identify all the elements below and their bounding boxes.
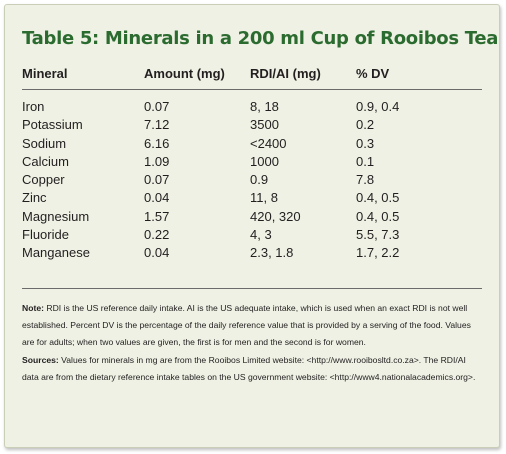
table-row: Calcium 1.09 1000 0.1 <box>22 153 482 171</box>
header-dv: % DV <box>356 63 482 90</box>
table-bottom-rule <box>22 288 482 289</box>
note-label: Note: <box>22 303 44 313</box>
cell-dv: 0.9, 0.4 <box>356 99 400 114</box>
cell-mineral: Copper <box>22 172 65 188</box>
cell-rdi: 4, 3 <box>250 227 272 243</box>
sources-label: Sources: <box>22 354 59 365</box>
cell-rdi: <2400 <box>250 135 287 151</box>
table-row: Potassium 7.12 3500 0.2 <box>22 116 482 134</box>
cell-mineral: Zinc <box>22 190 47 206</box>
cell-amount: 0.04 <box>144 245 170 261</box>
cell-mineral: Manganese <box>22 245 90 261</box>
table-row: Copper 0.07 0.9 7.8 <box>22 171 482 189</box>
cell-rdi: 8, 18 <box>250 99 279 114</box>
cell-mineral: Iron <box>22 99 45 114</box>
cell-dv: 5.5, 7.3 <box>356 227 400 243</box>
cell-mineral: Magnesium <box>22 208 90 224</box>
table-row: Fluoride 0.22 4, 3 5.5, 7.3 <box>22 226 482 244</box>
cell-dv: 0.4, 0.5 <box>356 190 400 206</box>
cell-mineral: Fluoride <box>22 227 69 243</box>
cell-dv: 7.8 <box>356 172 375 188</box>
cell-rdi: 3500 <box>250 117 279 133</box>
table-row: Sodium 6.16 <2400 0.3 <box>22 135 482 153</box>
cell-rdi: 1000 <box>250 153 279 169</box>
cell-rdi: 420, 320 <box>250 208 301 224</box>
cell-mineral: Sodium <box>22 135 67 151</box>
cell-amount: 0.22 <box>144 227 170 243</box>
table-row: Manganese 0.04 2.3, 1.8 1.7, 2.2 <box>22 244 482 272</box>
cell-dv: 1.7, 2.2 <box>356 245 400 261</box>
table-footnote: Note: RDI is the US reference daily inta… <box>22 300 484 386</box>
note-text: RDI is the US reference daily intake. AI… <box>22 303 471 348</box>
cell-amount: 1.09 <box>144 153 170 169</box>
table-row: Zinc 0.04 11, 8 0.4, 0.5 <box>22 189 482 207</box>
cell-rdi: 11, 8 <box>250 190 278 206</box>
table-panel: Table 5: Minerals in a 200 ml Cup of Roo… <box>4 4 500 448</box>
header-rdi: RDI/AI (mg) <box>250 63 356 90</box>
table-header-row: Mineral Amount (mg) RDI/AI (mg) % DV <box>22 63 482 90</box>
table-title: Table 5: Minerals in a 200 ml Cup of Roo… <box>22 28 499 49</box>
cell-rdi: 2.3, 1.8 <box>250 245 294 261</box>
cell-amount: 7.12 <box>144 117 170 133</box>
cell-mineral: Calcium <box>22 153 69 169</box>
cell-dv: 0.4, 0.5 <box>356 208 400 224</box>
header-mineral: Mineral <box>22 63 144 90</box>
cell-dv: 0.2 <box>356 117 375 133</box>
cell-amount: 0.07 <box>144 99 170 114</box>
cell-amount: 0.07 <box>144 172 170 188</box>
table-row: Magnesium 1.57 420, 320 0.4, 0.5 <box>22 208 482 226</box>
cell-amount: 1.57 <box>144 208 170 224</box>
cell-dv: 0.3 <box>356 135 375 151</box>
minerals-table: Mineral Amount (mg) RDI/AI (mg) % DV Iro… <box>22 63 482 273</box>
cell-amount: 6.16 <box>144 135 170 151</box>
header-amount: Amount (mg) <box>144 63 250 90</box>
cell-dv: 0.1 <box>356 153 375 169</box>
cell-mineral: Potassium <box>22 117 83 133</box>
sources-text: Values for minerals in mg are from the R… <box>22 354 476 382</box>
cell-amount: 0.04 <box>144 190 170 206</box>
cell-rdi: 0.9 <box>250 172 269 188</box>
table-row: Iron 0.07 8, 18 0.9, 0.4 <box>22 90 482 117</box>
